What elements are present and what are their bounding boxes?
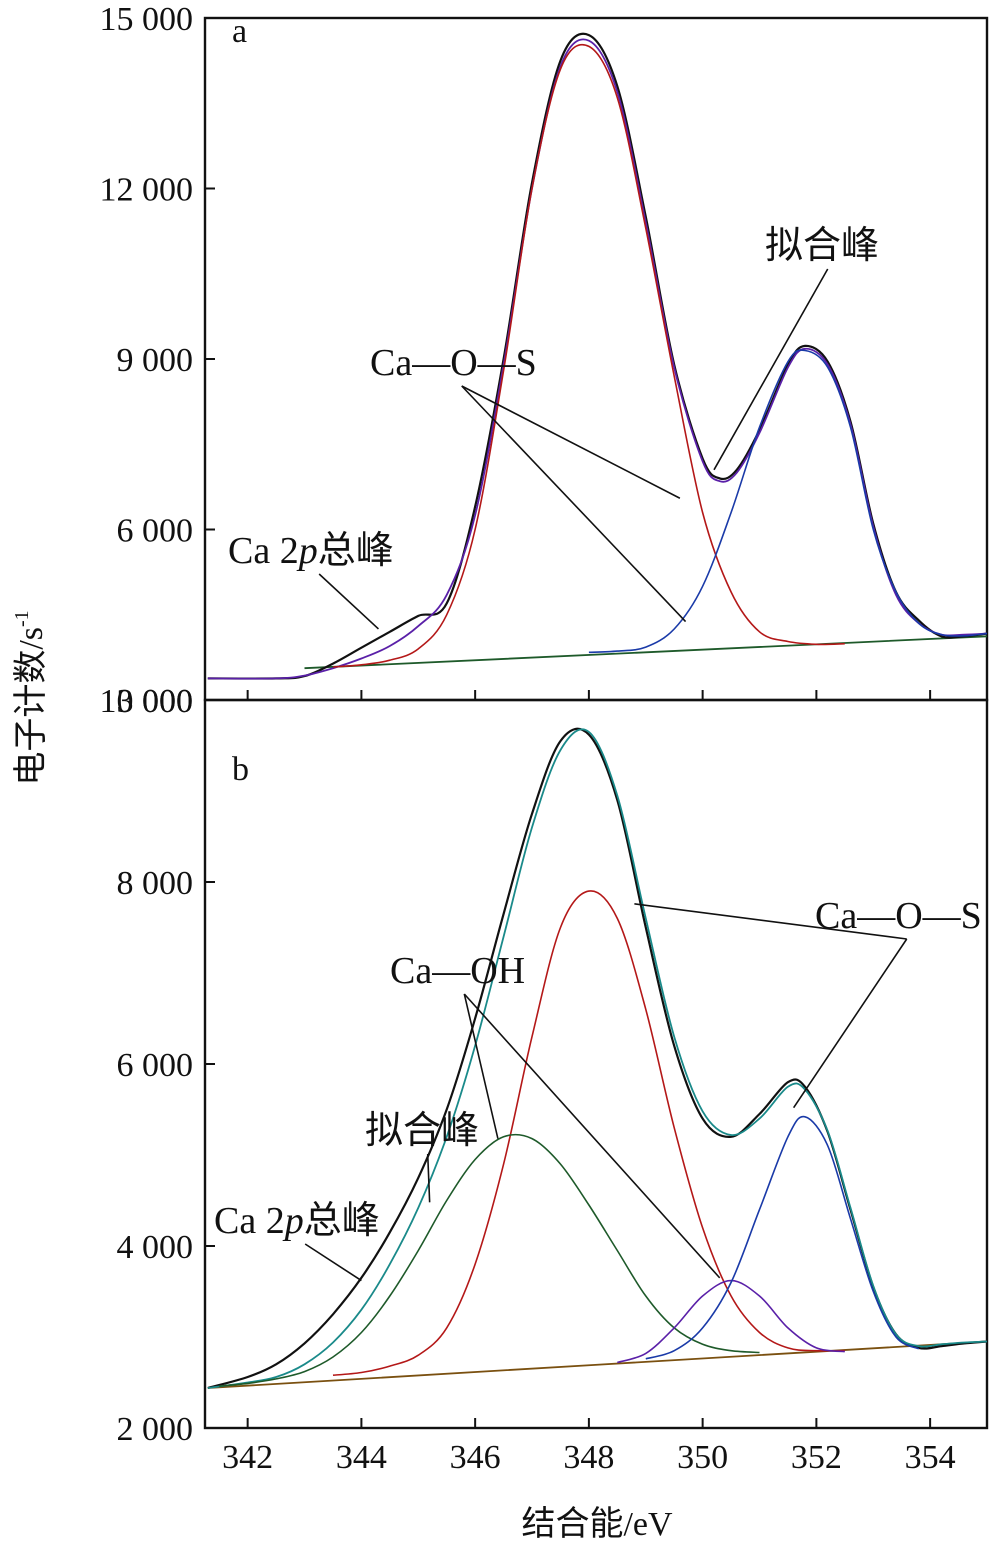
x-tick-label: 344: [336, 1439, 387, 1476]
annotation-label: Ca 2p总峰: [228, 530, 394, 572]
y-tick-label: 8 000: [117, 865, 194, 902]
x-tick-label: 354: [905, 1439, 956, 1476]
series-baseline: [304, 635, 988, 670]
y-tick-label: 4 000: [117, 1229, 194, 1266]
x-tick-label: 352: [791, 1439, 842, 1476]
annotation-leader: [304, 1243, 362, 1282]
plot-frame: [203, 16, 989, 702]
series-ca_oh_1: [219, 1133, 760, 1387]
annotation-leader: [426, 1153, 431, 1203]
annotation-leader: [463, 993, 721, 1279]
y-tick-label: 9 000: [117, 342, 194, 379]
x-tick-label: 342: [222, 1439, 273, 1476]
annotation-leader: [713, 268, 829, 471]
annotation-label: Ca—OH: [390, 950, 525, 992]
annotation-label: Ca 2p总峰: [214, 1200, 380, 1242]
x-tick-label: 350: [677, 1439, 728, 1476]
annotation-leader: [461, 385, 687, 623]
series-total: [207, 32, 988, 680]
series-peak2: [588, 349, 988, 654]
x-tick-label: 346: [450, 1439, 501, 1476]
series-total: [207, 727, 988, 1390]
annotation-label: 拟合峰: [365, 1110, 479, 1152]
series-peak1: [332, 43, 845, 668]
series-baseline: [207, 1340, 988, 1389]
panel-b: 2 000 4 000 6 000 8 000 10 000 342 344 346 348 35…: [100, 683, 989, 1476]
y-tick-label: 15 000: [100, 1, 194, 38]
panel-label: a: [232, 13, 247, 50]
annotation-leader: [318, 573, 380, 630]
plot-frame: [203, 698, 989, 1430]
panel-label: b: [232, 751, 249, 788]
y-tick-label: 3 000: [117, 683, 194, 720]
y-tick-label: 6 000: [117, 1047, 194, 1084]
annotation-leader: [461, 385, 681, 499]
y-axis-label: 电子计数/s-1: [11, 610, 50, 785]
annotation-label: 拟合峰: [765, 225, 879, 267]
annotation-leader: [792, 938, 908, 1109]
series-fit: [207, 38, 988, 680]
annotation-label: Ca—O—S: [370, 342, 537, 384]
panel-a: 3 000 6 000 9 000 12 000 15 000 a 拟合峰 Ca—O—S Ca …: [100, 1, 989, 720]
series-ca_o_s_2: [645, 1115, 920, 1360]
x-axis-label: 结合能/eV: [521, 1505, 673, 1543]
y-tick-label: 12 000: [100, 172, 194, 209]
series-ca_o_s_1: [332, 890, 845, 1376]
series-fit: [207, 728, 988, 1389]
annotation-leader: [634, 903, 907, 940]
y-tick-label: 10 000: [100, 683, 194, 720]
y-tick-label: 2 000: [117, 1411, 194, 1448]
x-tick-label: 348: [563, 1439, 614, 1476]
annotation-leader: [463, 993, 499, 1139]
y-tick-label: 6 000: [117, 513, 194, 550]
